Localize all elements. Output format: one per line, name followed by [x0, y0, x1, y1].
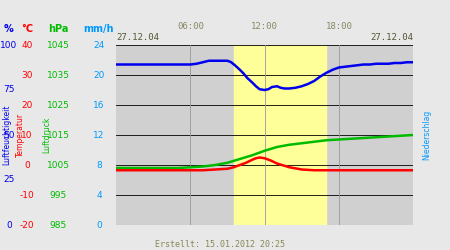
Text: -20: -20: [20, 220, 34, 230]
Text: 12: 12: [93, 130, 105, 140]
Text: °C: °C: [21, 24, 33, 34]
Text: Luftfeuchtigkeit: Luftfeuchtigkeit: [2, 105, 11, 165]
Text: Niederschlag: Niederschlag: [422, 110, 431, 160]
Text: 20: 20: [93, 70, 105, 80]
Text: 24: 24: [94, 40, 104, 50]
Text: 4: 4: [96, 190, 102, 200]
Text: Luftdruck: Luftdruck: [43, 117, 52, 153]
Text: %: %: [4, 24, 14, 34]
Text: 995: 995: [50, 190, 67, 200]
Text: 27.12.04: 27.12.04: [370, 34, 413, 42]
Text: 1025: 1025: [47, 100, 70, 110]
Text: 8: 8: [96, 160, 102, 170]
Text: -10: -10: [20, 190, 34, 200]
Text: 40: 40: [21, 40, 33, 50]
Text: 27.12.04: 27.12.04: [116, 34, 159, 42]
Text: 1035: 1035: [47, 70, 70, 80]
Text: 1045: 1045: [47, 40, 70, 50]
Text: 20: 20: [21, 100, 33, 110]
Text: 75: 75: [3, 86, 15, 94]
Text: hPa: hPa: [48, 24, 69, 34]
Text: 10: 10: [21, 130, 33, 140]
Text: 1015: 1015: [47, 130, 70, 140]
Text: 0: 0: [96, 220, 102, 230]
Text: Erstellt: 15.01.2012 20:25: Erstellt: 15.01.2012 20:25: [155, 240, 285, 249]
Text: 18:00: 18:00: [325, 22, 352, 31]
Text: 06:00: 06:00: [177, 22, 204, 31]
Text: 50: 50: [3, 130, 15, 140]
Text: 12:00: 12:00: [251, 22, 278, 31]
Text: Temperatur: Temperatur: [16, 113, 25, 157]
Bar: [234, 45, 327, 225]
Text: 0: 0: [24, 160, 30, 170]
Text: 985: 985: [50, 220, 67, 230]
Text: 30: 30: [21, 70, 33, 80]
Text: 1005: 1005: [47, 160, 70, 170]
Text: 25: 25: [3, 176, 15, 184]
Text: 16: 16: [93, 100, 105, 110]
Text: 0: 0: [6, 220, 12, 230]
Text: mm/h: mm/h: [84, 24, 114, 34]
Text: 100: 100: [0, 40, 18, 50]
